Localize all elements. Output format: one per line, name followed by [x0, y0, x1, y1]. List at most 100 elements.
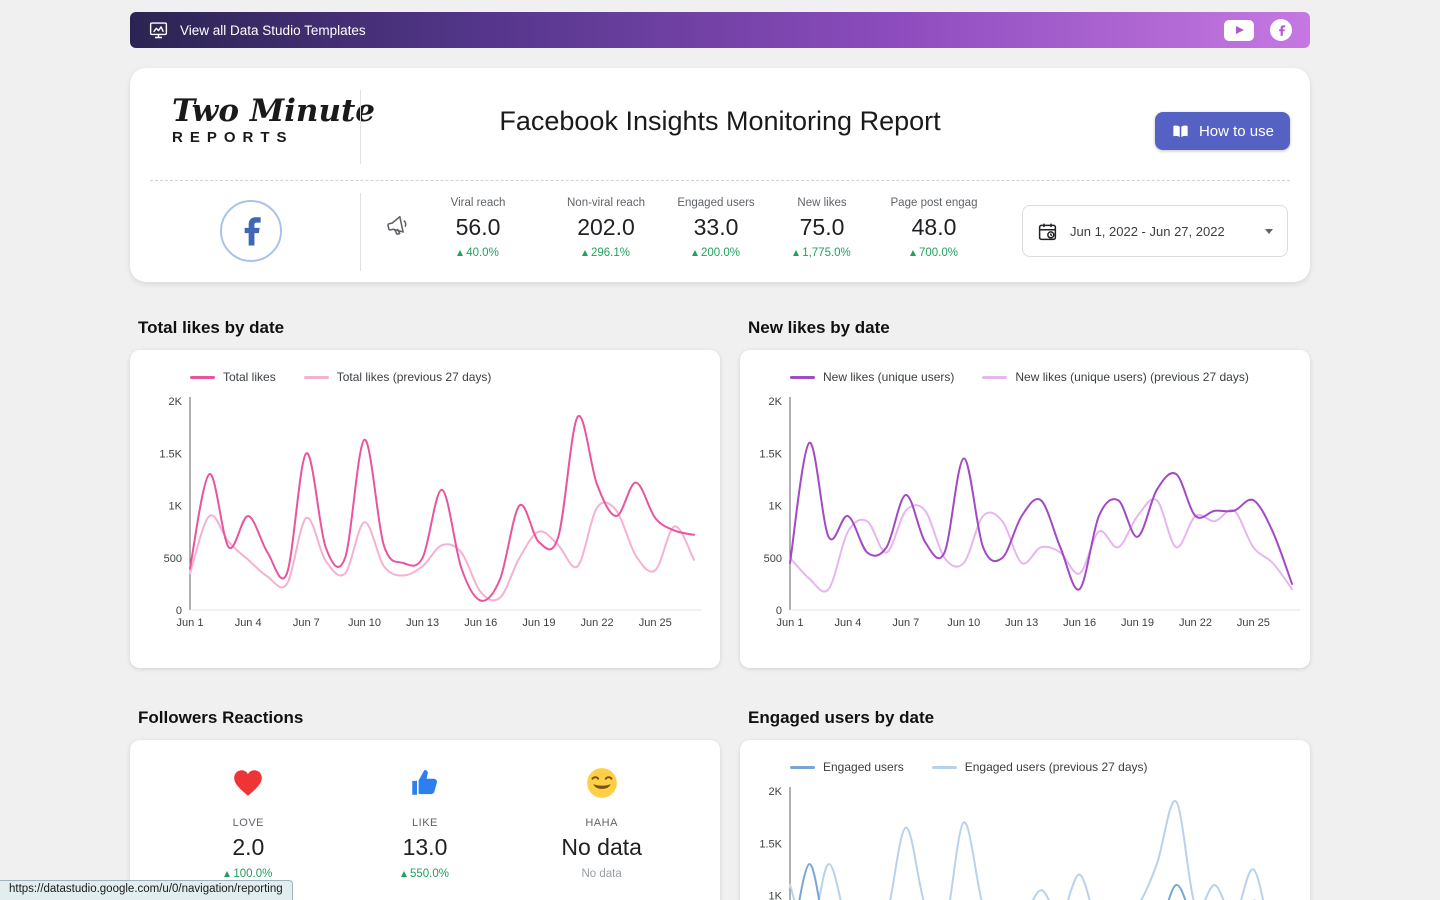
svg-text:Jun 13: Jun 13 — [406, 617, 439, 629]
new-likes-chart[interactable]: 0 500 1K 1.5K 2K Jun 1 Jun 4 Jun 7 Jun 10 Jun 13 J… — [740, 394, 1310, 644]
reaction-change: No data — [581, 868, 622, 880]
kpi-change: 700.0% — [872, 247, 996, 259]
svg-text:Jun 16: Jun 16 — [1063, 617, 1096, 629]
reaction-label: LOVE — [232, 817, 264, 829]
svg-text:0: 0 — [776, 605, 782, 617]
reaction-value: 13.0 — [402, 834, 448, 860]
up-arrow-icon — [581, 250, 588, 256]
kpi-change: 1,775.0% — [760, 247, 884, 259]
engaged-users-card: Engaged users Engaged users (previous 27… — [740, 740, 1310, 900]
kpi-label: Non-viral reach — [567, 197, 645, 209]
legend-engaged-users[interactable]: Engaged users — [790, 760, 904, 774]
reaction-change: 550.0% — [350, 868, 500, 880]
brand-logo-script: Two Minute — [172, 93, 376, 129]
kpi-value: 56.0 — [455, 214, 501, 240]
up-arrow-icon — [400, 871, 407, 877]
legend-total-likes[interactable]: Total likes — [190, 370, 276, 384]
kpi-value: 202.0 — [577, 214, 635, 240]
svg-text:Jun 25: Jun 25 — [1237, 617, 1270, 629]
reaction-haha: HAHA No data No data — [527, 766, 677, 880]
total-likes-card: Total likes Total likes (previous 27 day… — [130, 350, 720, 668]
svg-text:2K: 2K — [169, 396, 183, 408]
megaphone-icon — [387, 215, 407, 235]
svg-text:Jun 1: Jun 1 — [777, 617, 804, 629]
legend-swatch — [790, 375, 815, 379]
svg-text:0: 0 — [176, 605, 182, 617]
kpi-label: Page post engag — [890, 197, 978, 209]
section-title-total-likes: Total likes by date — [138, 318, 285, 337]
how-to-use-button[interactable]: How to use — [1154, 112, 1290, 150]
vertical-divider — [360, 90, 361, 164]
brand-logo: Two Minute REPORTS — [172, 94, 375, 146]
kpi-change: 40.0% — [416, 247, 540, 259]
kpi-change: 200.0% — [654, 247, 778, 259]
legend-new-likes-previous[interactable]: New likes (unique users) (previous 27 da… — [982, 370, 1249, 384]
top-banner: View all Data Studio Templates — [130, 12, 1310, 48]
svg-text:Jun 22: Jun 22 — [581, 617, 614, 629]
svg-text:1K: 1K — [769, 891, 783, 900]
svg-text:Jun 4: Jun 4 — [834, 617, 861, 629]
reaction-label: LIKE — [412, 817, 438, 829]
date-range-picker[interactable]: Jun 1, 2022 - Jun 27, 2022 — [1022, 205, 1288, 257]
section-title-new-likes: New likes by date — [748, 318, 890, 337]
svg-text:500: 500 — [764, 553, 782, 565]
kpi-page-post-engagement: Page post engag 48.0 700.0% — [872, 197, 996, 259]
kpi-non-viral-reach: Non-viral reach 202.0 296.1% — [544, 197, 668, 259]
up-arrow-icon — [457, 250, 464, 256]
reaction-change: 100.0% — [173, 868, 323, 880]
kpi-label: Viral reach — [450, 197, 506, 209]
svg-text:Jun 10: Jun 10 — [348, 617, 381, 629]
facebook-icon[interactable] — [1270, 19, 1292, 41]
section-title-engaged: Engaged users by date — [748, 708, 935, 727]
kpi-value: 33.0 — [693, 214, 739, 240]
svg-text:1.5K: 1.5K — [759, 838, 782, 850]
kpi-value: 75.0 — [799, 214, 845, 240]
how-to-use-label: How to use — [1198, 122, 1274, 140]
legend-total-likes-previous[interactable]: Total likes (previous 27 days) — [303, 370, 491, 384]
total-likes-chart[interactable]: 0 500 1K 1.5K 2K Jun 1 Jun 4 Jun 7 Jun 10 Jun 13 J… — [130, 394, 720, 644]
legend-engaged-users-previous[interactable]: Engaged users (previous 27 days) — [931, 760, 1148, 774]
thumbs-up-icon — [412, 770, 437, 795]
svg-text:500: 500 — [164, 553, 182, 565]
legend-swatch — [303, 375, 329, 379]
calendar-icon — [1038, 223, 1057, 240]
view-templates-link[interactable]: View all Data Studio Templates — [148, 20, 366, 41]
svg-text:2K: 2K — [769, 396, 783, 408]
reaction-love: LOVE 2.0 100.0% — [173, 766, 323, 880]
dashed-divider — [150, 180, 1290, 181]
kpi-value: 48.0 — [911, 214, 957, 240]
facebook-f-glyph — [1278, 24, 1285, 36]
legend-swatch — [790, 765, 815, 769]
svg-text:Jun 4: Jun 4 — [235, 617, 262, 629]
status-url-bar: https://datastudio.google.com/u/0/naviga… — [0, 880, 293, 900]
svg-text:Jun 22: Jun 22 — [1179, 617, 1212, 629]
template-board-icon — [149, 21, 168, 38]
svg-text:1.5K: 1.5K — [759, 448, 782, 460]
book-icon — [1173, 125, 1188, 137]
svg-text:Jun 19: Jun 19 — [1121, 617, 1154, 629]
date-range-value: Jun 1, 2022 - Jun 27, 2022 — [1070, 223, 1225, 239]
svg-text:2K: 2K — [769, 786, 783, 798]
svg-text:Jun 7: Jun 7 — [892, 617, 919, 629]
up-arrow-icon — [909, 250, 916, 256]
legend-swatch — [190, 375, 215, 379]
youtube-icon[interactable] — [1224, 19, 1254, 41]
brand-logo-caps: REPORTS — [172, 129, 294, 147]
vertical-divider — [360, 193, 361, 271]
svg-text:Jun 19: Jun 19 — [522, 617, 555, 629]
svg-text:Jun 16: Jun 16 — [464, 617, 497, 629]
page-title: Facebook Insights Monitoring Report — [499, 106, 941, 136]
up-arrow-icon — [224, 871, 231, 877]
kpi-change: 296.1% — [544, 247, 668, 259]
heart-icon — [234, 770, 263, 796]
reaction-label: HAHA — [585, 817, 618, 829]
svg-text:Jun 1: Jun 1 — [177, 617, 204, 629]
kpi-label: New likes — [797, 197, 847, 209]
svg-text:1K: 1K — [769, 501, 783, 513]
svg-text:Jun 25: Jun 25 — [639, 617, 672, 629]
chevron-down-icon — [1265, 228, 1273, 234]
reaction-value: 2.0 — [232, 834, 265, 860]
legend-new-likes[interactable]: New likes (unique users) — [790, 370, 954, 384]
up-arrow-icon — [793, 250, 800, 256]
